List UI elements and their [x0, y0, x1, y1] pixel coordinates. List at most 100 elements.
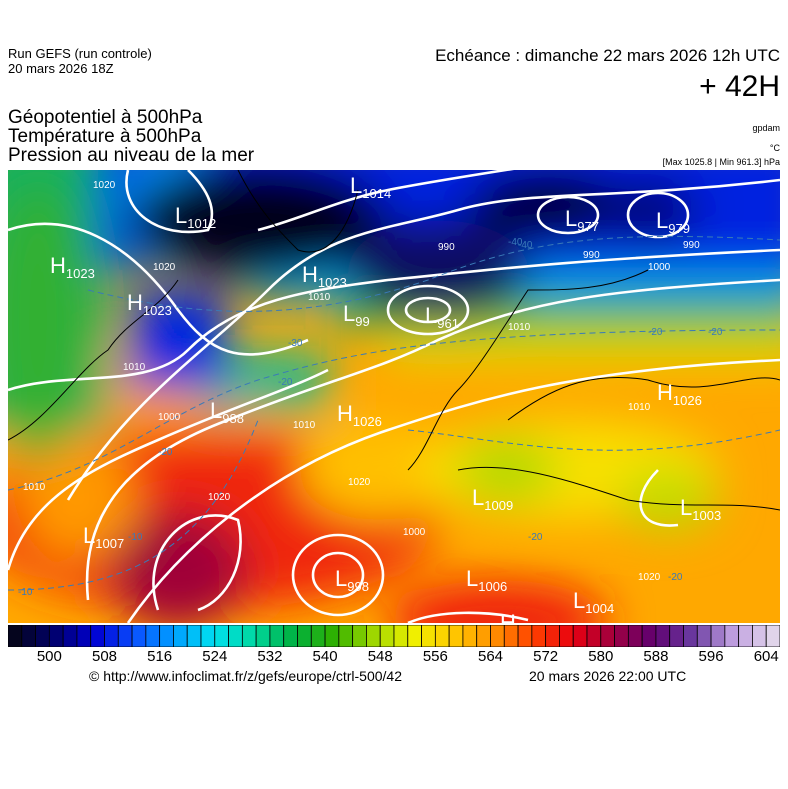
isobar-label: 1020 — [638, 572, 661, 583]
colorbar-cell — [738, 625, 753, 647]
isotherm-label: -20 — [158, 447, 173, 458]
contour-labels: 1020 1020 1010 1010 1000 990 990 990 1000 1010 101… — [18, 180, 723, 598]
colorbar-cell — [407, 625, 422, 647]
colorbar-cell — [683, 625, 698, 647]
isobar-label: 1000 — [648, 262, 671, 273]
isotherm-label: -10 — [128, 532, 143, 543]
colorbar-cell — [352, 625, 367, 647]
colorbar-cell — [200, 625, 216, 647]
isobar-label: 1020 — [153, 262, 176, 273]
isobar-label: 1000 — [158, 412, 181, 423]
colorbar-cell — [145, 625, 161, 647]
colorbar-cell — [600, 625, 615, 647]
isobar-label: 990 — [438, 242, 455, 253]
isobar-label: 1010 — [308, 292, 331, 303]
isobar-label: 1020 — [348, 477, 371, 488]
colorbar-cell — [627, 625, 643, 647]
colorbar-cell — [104, 625, 119, 647]
colorbar-cell — [655, 625, 671, 647]
colorbar-tick-label: 500 — [36, 648, 62, 665]
colorbar-cell — [434, 625, 450, 647]
colorbar-cell — [476, 625, 491, 647]
pressure-center-high: H1023 — [50, 253, 95, 281]
geopotential-field — [8, 170, 780, 623]
unit-temperature: °C — [769, 143, 780, 153]
colorbar-cell — [366, 625, 381, 647]
colorbar-cell — [241, 625, 257, 647]
colorbar-cell — [228, 625, 243, 647]
colorbar-tick-label: 588 — [643, 648, 669, 665]
run-model: Run GEFS (run controle) — [8, 46, 152, 61]
isotherm-label: -20 — [528, 532, 543, 543]
colorbar-cell — [559, 625, 574, 647]
pressure-center-low: L979 — [656, 208, 690, 236]
pressure-center-low: L988 — [210, 398, 244, 426]
isobar-label: 1010 — [23, 482, 46, 493]
colorbar-tick-label: 516 — [147, 648, 173, 665]
pressure-center-low: L1009 — [472, 485, 513, 513]
colorbar-tick-label: 524 — [202, 648, 228, 665]
colorbar-cell — [696, 625, 712, 647]
isotherm-label: -20 — [668, 572, 683, 583]
colorbar-tick-label: 556 — [422, 648, 448, 665]
colorbar-cell — [421, 625, 436, 647]
pressure-center-low: L1007 — [83, 523, 124, 551]
coastlines — [8, 170, 780, 511]
colorbar-cell — [35, 625, 50, 647]
colorbar-cell — [76, 625, 92, 647]
isotherm-label: -30 — [288, 338, 303, 349]
colorbar — [8, 625, 780, 647]
colorbar-cell — [297, 625, 312, 647]
isobar-label: 1010 — [628, 402, 651, 413]
isotherm-label: -40 — [508, 237, 523, 248]
colorbar-cell — [48, 625, 64, 647]
isobar-label: 990 — [583, 250, 600, 261]
colorbar-cell — [752, 625, 767, 647]
isotherm-label: -20 — [708, 327, 723, 338]
pressure-center-high: H — [500, 610, 516, 623]
colorbar-cell — [490, 625, 505, 647]
colorbar-cell — [641, 625, 657, 647]
isobar-label: 1010 — [508, 322, 531, 333]
unit-geopotential: gpdam — [752, 123, 780, 133]
colorbar-cell — [614, 625, 629, 647]
pressure-center-high: H1026 — [337, 401, 382, 429]
colorbar-cell — [393, 625, 409, 647]
isotherm-label: -20 — [278, 377, 293, 388]
colorbar-ticks: 500 508 516 524 532 540 548 556 564 572 580 588 596 6… — [0, 648, 788, 668]
unit-pressure: [Max 1025.8 | Min 961.3] hPa — [662, 157, 780, 167]
colorbar-cell — [572, 625, 588, 647]
colorbar-cell — [338, 625, 354, 647]
isobars — [8, 170, 780, 623]
run-date: 20 mars 2026 18Z — [8, 61, 114, 76]
colorbar-cell — [531, 625, 547, 647]
colorbar-cell — [159, 625, 174, 647]
colorbar-cell — [269, 625, 285, 647]
pressure-center-low: L1003 — [680, 495, 721, 523]
isobar-label: 1010 — [123, 362, 146, 373]
colorbar-cell — [669, 625, 684, 647]
isobar-label: 1000 — [403, 527, 426, 538]
colorbar-cell — [545, 625, 560, 647]
colorbar-cell — [310, 625, 326, 647]
colorbar-cell — [214, 625, 229, 647]
isobar-label: 1020 — [93, 180, 116, 191]
pressure-center-high: H1026 — [657, 380, 702, 408]
colorbar-tick-label: 564 — [477, 648, 504, 665]
colorbar-cell — [255, 625, 271, 647]
map-titles: Géopotentiel à 500hPa Température à 500h… — [8, 108, 254, 165]
colorbar-cell — [586, 625, 602, 647]
colorbar-cell — [503, 625, 519, 647]
isobar-label: 990 — [683, 240, 700, 251]
colorbar-cell — [62, 625, 78, 647]
pressure-center-low: L977 — [565, 206, 599, 234]
colorbar-cell — [131, 625, 147, 647]
pressure-center-low: L998 — [335, 566, 369, 594]
colorbar-tick-label: 580 — [588, 648, 614, 665]
generation-date: 20 mars 2026 22:00 UTC — [529, 668, 687, 684]
pressure-center-low: L961 — [425, 303, 459, 331]
colorbar-cell — [8, 625, 23, 647]
colorbar-cell — [448, 625, 464, 647]
isobar-label: 1010 — [293, 420, 316, 431]
colorbar-tick-label: 548 — [367, 648, 393, 665]
